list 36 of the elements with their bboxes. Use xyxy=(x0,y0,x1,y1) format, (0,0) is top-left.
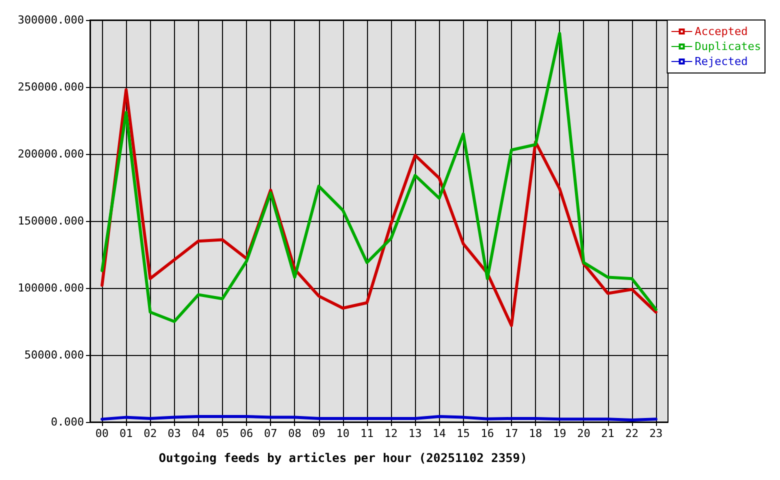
legend-label: Rejected xyxy=(694,55,748,68)
x-tick-label: 15 xyxy=(456,427,470,440)
x-tick-label: 08 xyxy=(288,427,302,440)
x-tick-label: 14 xyxy=(432,427,446,440)
x-tick-label: 03 xyxy=(168,427,181,440)
x-tick-label: 02 xyxy=(144,427,157,440)
x-tick-label: 18 xyxy=(528,427,542,440)
x-tick-label: 07 xyxy=(264,427,278,440)
x-tick-label: 19 xyxy=(553,427,566,440)
y-tick-label: 200000.000 xyxy=(18,148,84,160)
x-tick-label: 10 xyxy=(336,427,350,440)
y-tick-label: 150000.000 xyxy=(18,214,84,228)
x-tick-label: 05 xyxy=(216,427,230,440)
x-tick-label: 09 xyxy=(312,427,326,440)
y-tick-label: 300000.000 xyxy=(18,14,84,26)
x-tick-label: 11 xyxy=(360,427,374,440)
x-tick-label: 21 xyxy=(601,427,614,440)
y-tick-label: 50000.000 xyxy=(24,348,84,362)
x-tick-label: 12 xyxy=(384,427,398,440)
line-series xyxy=(100,32,658,323)
x-tick-label: 06 xyxy=(240,427,254,440)
x-tick-label: 22 xyxy=(625,427,638,440)
x-tick-label: 17 xyxy=(504,427,518,440)
x-tick-label: 00 xyxy=(95,427,109,440)
y-tick-label: 250000.000 xyxy=(18,80,84,94)
legend-label: Accepted xyxy=(694,25,748,38)
x-tick-label: 01 xyxy=(120,427,133,440)
x-tick-label: 23 xyxy=(649,427,663,440)
x-tick-label: 20 xyxy=(577,427,590,440)
legend-label: Duplicates xyxy=(694,40,762,53)
x-tick-label: 13 xyxy=(408,427,422,440)
x-tick-label: 16 xyxy=(480,427,494,440)
x-axis-title: Outgoing feeds by articles per hour (20251102 2359) xyxy=(158,451,528,465)
y-tick-label: 100000.000 xyxy=(18,282,84,294)
y-tick-label: 0.000 xyxy=(50,416,84,428)
x-tick-label: 04 xyxy=(192,427,206,440)
